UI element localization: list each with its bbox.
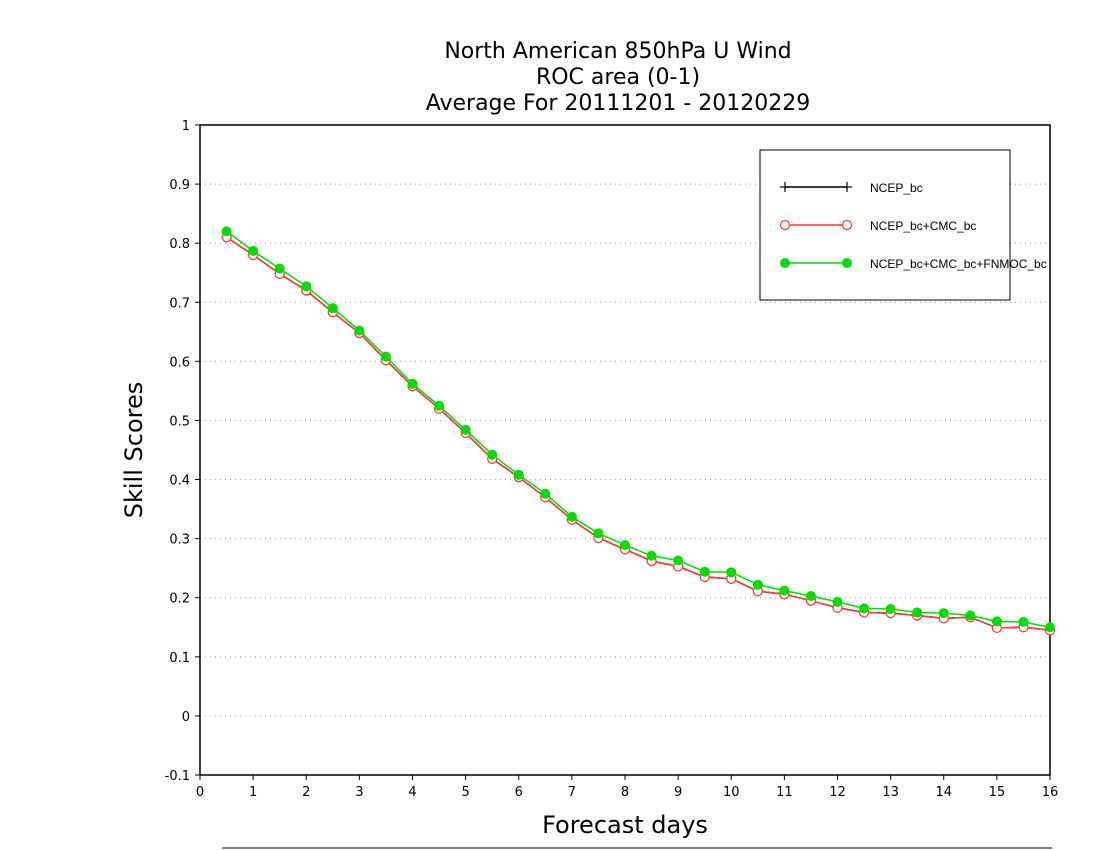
series <box>221 226 1056 636</box>
legend-marker <box>780 182 790 192</box>
legend-marker <box>779 219 791 231</box>
x-tick-label: 10 <box>723 785 740 800</box>
data-point <box>885 603 896 614</box>
data-point <box>673 555 684 566</box>
data-point <box>912 607 923 618</box>
legend-label: NCEP_bc+CMC_bc <box>870 219 976 233</box>
data-point <box>248 245 259 256</box>
x-tick-label: 6 <box>515 785 523 800</box>
data-point <box>327 303 338 314</box>
y-tick-label: -0.1 <box>165 769 190 784</box>
data-point <box>991 616 1002 627</box>
data-point <box>620 540 630 551</box>
x-tick-label: 16 <box>1042 785 1059 800</box>
y-tick-label: 0.3 <box>169 533 190 548</box>
data-point <box>593 528 604 539</box>
legend-marker <box>842 182 852 192</box>
x-tick-label: 7 <box>568 785 576 800</box>
data-point <box>726 567 737 578</box>
data-point <box>301 281 312 292</box>
legend-entry: NCEP_bc <box>780 181 923 195</box>
data-point <box>487 449 498 460</box>
legend-label: NCEP_bc+CMC_bc+FNMOC_bc <box>870 257 1047 271</box>
x-tick-label: 11 <box>776 785 793 800</box>
legend-label: NCEP_bc <box>870 181 923 195</box>
data-point <box>832 596 843 607</box>
x-tick-label: 4 <box>408 785 416 800</box>
x-tick-label: 13 <box>882 785 899 800</box>
data-point <box>752 579 763 590</box>
y-tick-label: 0.4 <box>169 474 190 489</box>
legend-entry: NCEP_bc+CMC_bc <box>779 219 976 233</box>
x-tick-label: 9 <box>674 785 682 800</box>
legend-marker <box>841 219 853 231</box>
legend-marker <box>842 258 852 268</box>
data-point <box>221 226 232 237</box>
data-point <box>434 400 445 411</box>
x-axis: 0 1 2 3 4 5 6 7 8 9 10 11 12 13 14 15 16 <box>196 775 1058 800</box>
data-point <box>407 378 418 389</box>
title-line-1: North American 850hPa U Wind <box>444 39 791 64</box>
data-point <box>1045 622 1055 633</box>
x-tick-label: 14 <box>935 785 952 800</box>
data-point <box>513 469 524 480</box>
data-point <box>646 550 657 561</box>
x-axis-label: Forecast days <box>542 811 708 839</box>
data-point <box>354 325 365 336</box>
y-tick-label: 0.9 <box>169 178 190 193</box>
data-point <box>699 566 710 577</box>
y-axis: -0.1 0 0.1 0.2 0.3 0.4 0.5 0.6 0.7 0.8 0.9 1 <box>165 119 200 784</box>
y-tick-label: 0.1 <box>169 651 190 666</box>
x-tick-label: 2 <box>302 785 310 800</box>
legend: NCEP_bc NCEP_bc+CMC_bc NCEP_bc+CMC_bc+FNMO… <box>759 149 1047 301</box>
data-point <box>1018 616 1029 627</box>
x-tick-label: 0 <box>196 785 204 800</box>
legend-entry: NCEP_bc+CMC_bc+FNMOC_bc <box>780 257 1047 271</box>
data-point <box>566 511 577 522</box>
data-point <box>779 585 790 596</box>
x-tick-label: 3 <box>355 785 363 800</box>
x-tick-label: 15 <box>989 785 1006 800</box>
y-tick-label: 0.2 <box>169 592 190 607</box>
x-tick-label: 8 <box>621 785 629 800</box>
data-point <box>805 590 816 601</box>
legend-marker <box>780 258 790 268</box>
y-tick-label: 0.7 <box>169 296 190 311</box>
series-3 <box>221 226 1055 633</box>
y-axis-label: Skill Scores <box>120 382 148 519</box>
y-tick-label: 0.8 <box>169 237 190 252</box>
x-tick-label: 5 <box>461 785 469 800</box>
x-tick-label: 1 <box>249 785 257 800</box>
y-tick-label: 0.5 <box>169 414 190 429</box>
data-point <box>965 610 976 621</box>
data-point <box>274 263 285 274</box>
data-point <box>460 424 471 435</box>
x-tick-label: 12 <box>829 785 846 800</box>
data-point <box>540 488 551 499</box>
grid <box>200 183 1050 717</box>
data-point <box>380 351 391 362</box>
y-tick-label: 1 <box>182 119 190 134</box>
y-tick-label: 0.6 <box>169 355 190 370</box>
data-point <box>859 603 870 614</box>
y-tick-label: 0 <box>182 710 190 725</box>
title-line-3: Average For 20111201 - 20120229 <box>426 91 811 116</box>
title-line-2: ROC area (0-1) <box>536 65 700 90</box>
data-point <box>938 608 949 619</box>
